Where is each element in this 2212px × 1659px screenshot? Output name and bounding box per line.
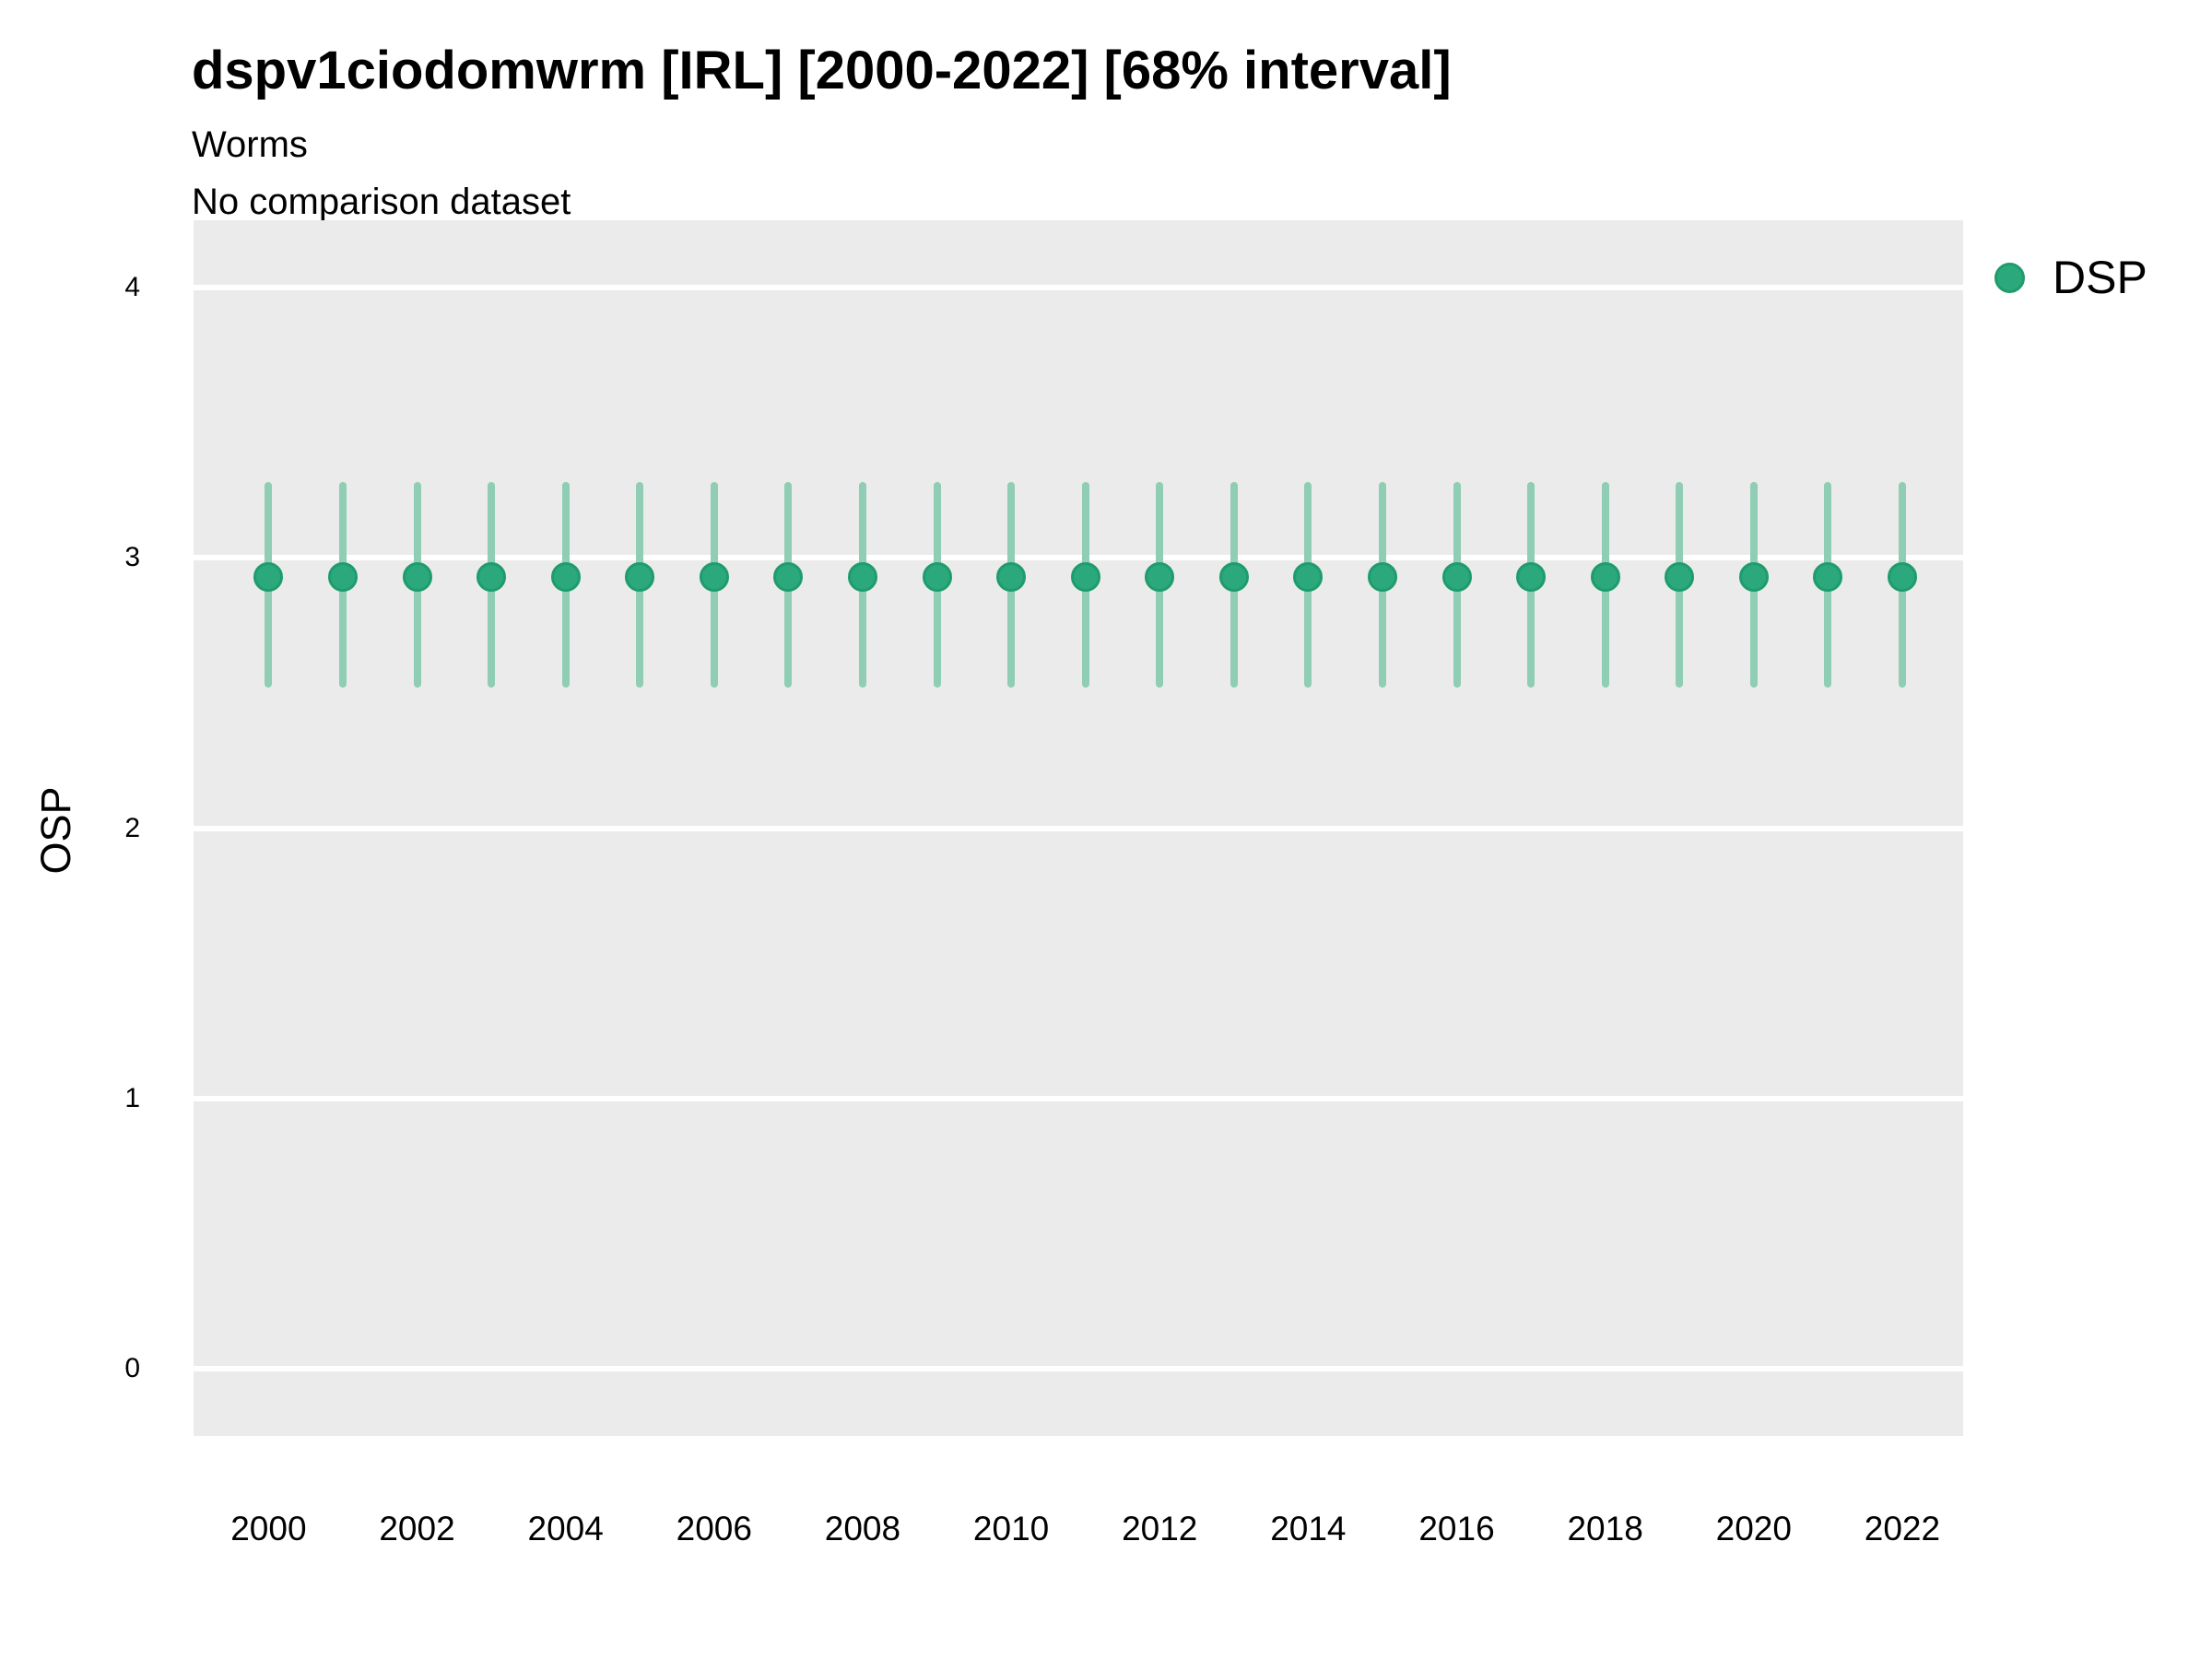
x-tick-label: 2006 <box>676 1510 752 1547</box>
x-tick-label: 2020 <box>1715 1510 1792 1547</box>
y-tick-label: 4 <box>124 272 140 303</box>
x-tick-label: 2004 <box>527 1510 604 1547</box>
x-tick-label: 2016 <box>1418 1510 1495 1547</box>
plot-panel <box>194 220 1963 1436</box>
data-point <box>1665 561 1695 592</box>
data-point <box>922 561 952 592</box>
data-point <box>1887 561 1917 592</box>
y-tick-label: 1 <box>124 1082 140 1113</box>
x-tick-label: 2002 <box>379 1510 455 1547</box>
chart-subtitle: Worms <box>192 124 308 165</box>
data-point <box>253 561 284 592</box>
data-point <box>1738 561 1769 592</box>
x-tick-label: 2018 <box>1567 1510 1643 1547</box>
x-tick-label: 2010 <box>972 1510 1050 1547</box>
data-point <box>625 561 655 592</box>
data-point <box>550 561 581 592</box>
data-point <box>1516 561 1547 592</box>
x-tick-label: 2000 <box>230 1510 307 1547</box>
y-tick-label: 2 <box>124 812 140 843</box>
data-point <box>996 561 1027 592</box>
data-point <box>1367 561 1397 592</box>
chart-title: dspv1ciodomwrm [IRL] [2000-2022] [68% in… <box>192 41 1452 100</box>
y-gridline <box>194 825 1963 831</box>
x-tick-label: 2014 <box>1270 1510 1347 1547</box>
data-point <box>699 561 729 592</box>
y-gridline <box>194 1095 1963 1101</box>
data-point <box>847 561 877 592</box>
data-point <box>402 561 432 592</box>
y-gridline <box>194 1365 1963 1371</box>
y-tick-label: 0 <box>124 1352 140 1383</box>
x-tick-label: 2022 <box>1864 1510 1941 1547</box>
y-tick-label: 3 <box>124 542 140 573</box>
legend-point-icon <box>1994 262 2025 293</box>
chart-note: No comparison dataset <box>192 182 571 222</box>
data-point <box>1813 561 1843 592</box>
x-tick-label: 2012 <box>1122 1510 1198 1547</box>
legend-label: DSP <box>2053 252 2147 303</box>
legend: DSP <box>1994 252 2147 303</box>
data-point <box>1145 561 1175 592</box>
data-point <box>1293 561 1324 592</box>
data-point <box>327 561 358 592</box>
data-point <box>773 561 804 592</box>
data-point <box>1218 561 1249 592</box>
x-tick-label: 2008 <box>824 1510 901 1547</box>
y-gridline <box>194 285 1963 291</box>
data-point <box>1590 561 1620 592</box>
data-point <box>1070 561 1100 592</box>
y-gridline <box>194 555 1963 561</box>
data-point <box>1441 561 1472 592</box>
data-point <box>477 561 507 592</box>
